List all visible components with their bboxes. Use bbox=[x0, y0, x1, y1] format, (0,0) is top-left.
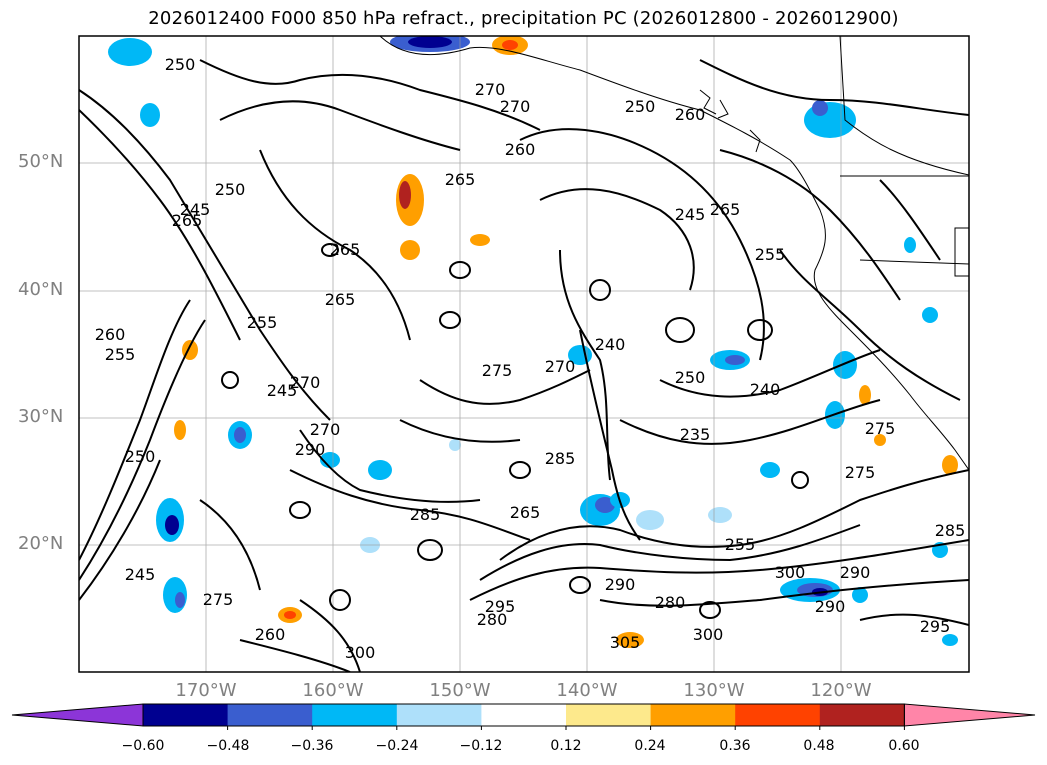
contour-label: 275 bbox=[482, 361, 513, 380]
contour-label: 270 bbox=[310, 420, 341, 439]
contour-label: 295 bbox=[920, 617, 951, 636]
contour-label: 300 bbox=[693, 625, 724, 644]
lat-lon-grid bbox=[79, 36, 969, 672]
lon-label-160w: 160°W bbox=[302, 680, 364, 701]
contour-label: 300 bbox=[345, 643, 376, 662]
contour-label: 265 bbox=[445, 170, 476, 189]
colorbar-tick-label: −0.60 bbox=[121, 738, 165, 754]
colorbar-tick-label: 0.48 bbox=[803, 738, 835, 754]
map-plot-area bbox=[79, 36, 969, 672]
contour-label: 235 bbox=[680, 425, 711, 444]
contour-label: 265 bbox=[510, 503, 541, 522]
precipitation-shading bbox=[108, 36, 958, 648]
contour-label: 255 bbox=[247, 313, 278, 332]
lon-label-150w: 150°W bbox=[429, 680, 491, 701]
refractivity-contours bbox=[79, 59, 969, 672]
map-frame bbox=[78, 35, 970, 673]
contour-label: 300 bbox=[775, 563, 806, 582]
contour-label: 270 bbox=[290, 373, 321, 392]
contour-label: 255 bbox=[105, 345, 136, 364]
contour-label: 260 bbox=[505, 140, 536, 159]
lat-label-50n: 50°N bbox=[18, 151, 64, 172]
contour-label: 255 bbox=[755, 245, 786, 264]
contour-label: 290 bbox=[295, 440, 326, 459]
contour-label: 280 bbox=[477, 610, 508, 629]
colorbar-segment bbox=[481, 704, 567, 726]
contour-label: 250 bbox=[625, 97, 656, 116]
contour-label: 265 bbox=[710, 200, 741, 219]
colorbar-tick-label: 0.60 bbox=[888, 738, 920, 754]
contour-label: 275 bbox=[865, 419, 896, 438]
contour-label: 285 bbox=[935, 521, 966, 540]
contour-label: 270 bbox=[475, 80, 506, 99]
colorbar-segment bbox=[227, 704, 313, 726]
lon-label-130w: 130°W bbox=[683, 680, 745, 701]
coastline bbox=[379, 36, 969, 471]
contour-label: 250 bbox=[165, 55, 196, 74]
colorbar-tick-label: −0.36 bbox=[290, 738, 334, 754]
contour-label: 245 bbox=[675, 205, 706, 224]
contour-label: 290 bbox=[840, 563, 871, 582]
colorbar-segment bbox=[650, 704, 736, 726]
contour-label: 275 bbox=[203, 590, 234, 609]
colorbar-segment bbox=[735, 704, 821, 726]
contour-label: 285 bbox=[410, 505, 441, 524]
colorbar-segment bbox=[396, 704, 482, 726]
contour-label: 270 bbox=[545, 357, 576, 376]
contour-label: 285 bbox=[545, 449, 576, 468]
colorbar-segment bbox=[143, 704, 229, 726]
contour-label: 270 bbox=[500, 97, 531, 116]
contour-label: 280 bbox=[655, 593, 686, 612]
colorbar-tick-label: −0.48 bbox=[206, 738, 250, 754]
contour-label: 255 bbox=[725, 535, 756, 554]
contour-label: 240 bbox=[750, 380, 781, 399]
lon-label-140w: 140°W bbox=[556, 680, 618, 701]
contour-label: 260 bbox=[255, 625, 286, 644]
contour-label: 260 bbox=[95, 325, 126, 344]
contour-label: 240 bbox=[595, 335, 626, 354]
contour-label: 250 bbox=[675, 368, 706, 387]
colorbar-tick-label: −0.24 bbox=[375, 738, 419, 754]
contour-label: 265 bbox=[325, 290, 356, 309]
colorbar-tick-label: 0.12 bbox=[550, 738, 582, 754]
contour-label: 250 bbox=[125, 447, 156, 466]
contour-label: 250 bbox=[215, 180, 246, 199]
contour-label: 245 bbox=[267, 381, 298, 400]
map-title: 2026012400 F000 850 hPa refract., precip… bbox=[148, 8, 899, 29]
contour-label: 305 bbox=[610, 633, 641, 652]
colorbar-extend-low bbox=[11, 703, 144, 727]
colorbar-segment bbox=[819, 704, 905, 726]
contour-label: 245 bbox=[125, 565, 156, 584]
colorbar-tick-label: 0.24 bbox=[634, 738, 666, 754]
lon-label-120w: 120°W bbox=[810, 680, 872, 701]
colorbar-extend-high bbox=[903, 703, 1036, 727]
colorbar-segment bbox=[312, 704, 398, 726]
contour-label: 275 bbox=[845, 463, 876, 482]
colorbar-segment bbox=[566, 704, 652, 726]
lat-label-40n: 40°N bbox=[18, 279, 64, 300]
contour-label: 265 bbox=[330, 240, 361, 259]
colorbar-tick-label: 0.36 bbox=[719, 738, 751, 754]
lon-label-170w: 170°W bbox=[175, 680, 237, 701]
contour-label: 260 bbox=[675, 105, 706, 124]
contour-labels: 2502702702602502652452652552502452702652… bbox=[95, 55, 966, 662]
lat-label-20n: 20°N bbox=[18, 533, 64, 554]
lat-label-30n: 30°N bbox=[18, 406, 64, 427]
contour-label: 265 bbox=[172, 211, 203, 230]
contour-label: 290 bbox=[605, 575, 636, 594]
contour-label: 290 bbox=[815, 597, 846, 616]
colorbar-tick-label: −0.12 bbox=[459, 738, 503, 754]
contour-label: 295 bbox=[485, 597, 516, 616]
contour-label: 245 bbox=[180, 200, 211, 219]
